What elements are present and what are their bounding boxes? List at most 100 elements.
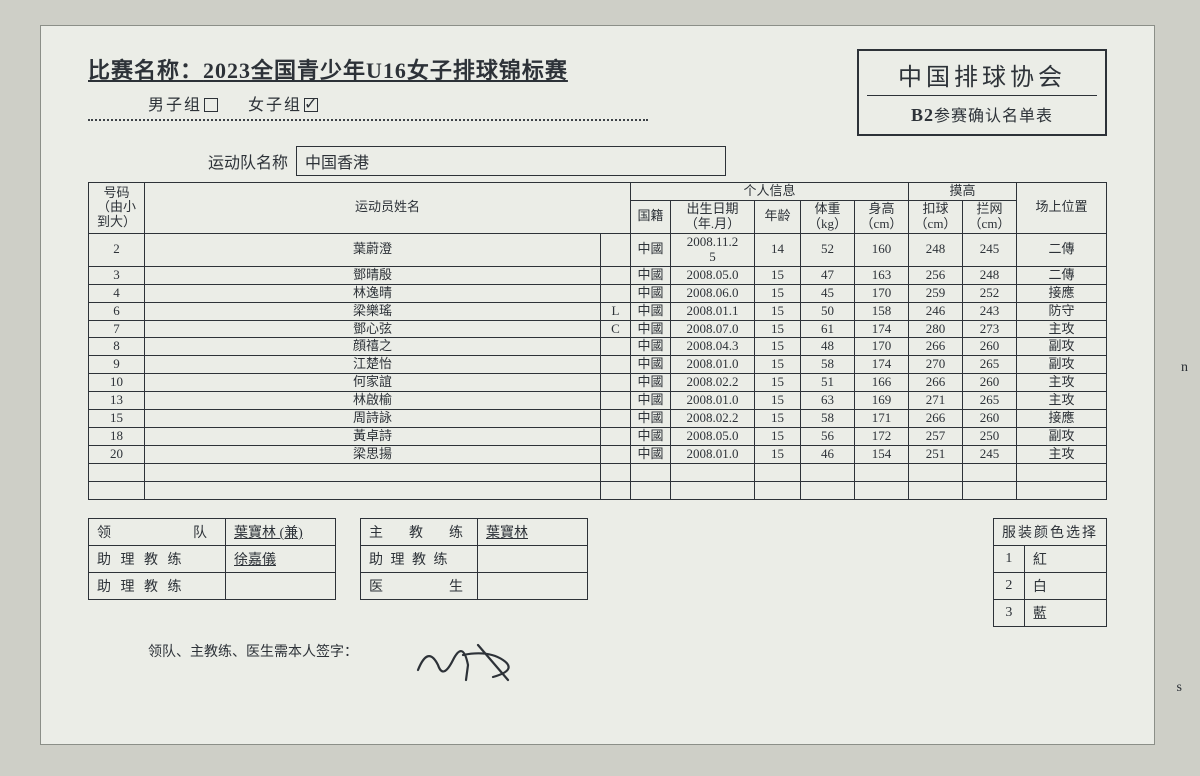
table-row: 13林啟榆中國2008.01.01563169271265主攻: [89, 392, 1107, 410]
signature-mark: [408, 635, 538, 690]
cell-name: 鄧心弦: [145, 320, 601, 338]
cell-blk: 265: [963, 392, 1017, 410]
cell-num: 20: [89, 446, 145, 464]
col-weight: 体重 （kg）: [801, 200, 855, 233]
cell-blk: 252: [963, 284, 1017, 302]
asst1-label: 助 理 教 练: [89, 546, 226, 573]
cell-ht: 158: [855, 302, 909, 320]
table-row: 7鄧心弦C中國2008.07.01561174280273主攻: [89, 320, 1107, 338]
cell-wt: 47: [801, 266, 855, 284]
cell-name: 鄧晴殷: [145, 266, 601, 284]
org-name: 中国排球协会: [867, 57, 1097, 96]
cell-spk: 259: [909, 284, 963, 302]
cell-age: 15: [755, 428, 801, 446]
cell-num: 10: [89, 374, 145, 392]
cell-role: [601, 266, 631, 284]
cell-age: 15: [755, 320, 801, 338]
cell-nat: 中國: [631, 302, 671, 320]
cell-ht: 170: [855, 284, 909, 302]
col-block: 拦网 （cm）: [963, 200, 1017, 233]
grp-personal: 个人信息: [631, 183, 909, 201]
cell-pos: 主攻: [1017, 374, 1107, 392]
cell-pos: 接應: [1017, 284, 1107, 302]
dotted-divider: [88, 119, 648, 121]
cell-dob: 2008.02.2: [671, 410, 755, 428]
male-label: 男子组: [148, 97, 202, 114]
bottom-row: 领 队 葉寶林 (兼) 助 理 教 练 徐嘉儀 助 理 教 练 主 教 练 葉寶…: [88, 518, 1107, 627]
cell-ht: 163: [855, 266, 909, 284]
table-row: 20梁思揚中國2008.01.01546154251245主攻: [89, 446, 1107, 464]
cell-wt: 58: [801, 410, 855, 428]
asst2-name: [226, 573, 336, 600]
cell-age: 15: [755, 284, 801, 302]
cell-wt: 52: [801, 233, 855, 266]
col-position: 场上位置: [1017, 183, 1107, 234]
cell-role: L: [601, 302, 631, 320]
cell-dob: 2008.06.0: [671, 284, 755, 302]
col-height: 身高 （cm）: [855, 200, 909, 233]
cell-pos: 副攻: [1017, 356, 1107, 374]
cell-dob: 2008.11.2 5: [671, 233, 755, 266]
cell-age: 15: [755, 446, 801, 464]
title-label: 比赛名称：: [88, 58, 203, 83]
cell-nat: 中國: [631, 410, 671, 428]
cell-pos: 主攻: [1017, 320, 1107, 338]
cell-blk: 250: [963, 428, 1017, 446]
cell-ht: 174: [855, 320, 909, 338]
cell-dob: 2008.04.3: [671, 338, 755, 356]
cell-role: C: [601, 320, 631, 338]
roster-table: 号码 （由小 到大） 运动员姓名 个人信息 摸高 场上位置 国籍 出生日期 （年…: [88, 182, 1107, 500]
cell-age: 15: [755, 392, 801, 410]
org-sub-text: 参赛确认名单表: [934, 108, 1053, 125]
cell-wt: 58: [801, 356, 855, 374]
uniform-num: 2: [994, 573, 1025, 600]
cell-wt: 61: [801, 320, 855, 338]
org-sub-prefix: B2: [911, 105, 934, 125]
cell-nat: 中國: [631, 338, 671, 356]
cell-nat: 中國: [631, 233, 671, 266]
doctor-label: 医 生: [361, 573, 478, 600]
cell-ht: 160: [855, 233, 909, 266]
cell-spk: 246: [909, 302, 963, 320]
cell-nat: 中國: [631, 446, 671, 464]
cell-age: 15: [755, 338, 801, 356]
cell-num: 13: [89, 392, 145, 410]
cell-blk: 273: [963, 320, 1017, 338]
cell-age: 15: [755, 266, 801, 284]
male-checkbox: [204, 98, 218, 112]
table-row: 4林逸晴中國2008.06.01545170259252接應: [89, 284, 1107, 302]
cell-pos: 副攻: [1017, 428, 1107, 446]
cell-dob: 2008.01.0: [671, 356, 755, 374]
cell-blk: 260: [963, 410, 1017, 428]
cell-role: [601, 374, 631, 392]
cell-num: 9: [89, 356, 145, 374]
cell-name: 何家誼: [145, 374, 601, 392]
cell-pos: 防守: [1017, 302, 1107, 320]
table-row: 10何家誼中國2008.02.21551166266260主攻: [89, 374, 1107, 392]
cell-age: 15: [755, 302, 801, 320]
col-number: 号码 （由小 到大）: [89, 183, 145, 234]
staff-box: 领 队 葉寶林 (兼) 助 理 教 练 徐嘉儀 助 理 教 练: [88, 518, 336, 600]
cell-role: [601, 446, 631, 464]
asst-coach-label: 助 理 教 练: [361, 546, 478, 573]
cell-spk: 256: [909, 266, 963, 284]
cell-spk: 248: [909, 233, 963, 266]
leader-label: 领 队: [89, 519, 226, 546]
female-checkbox: [304, 98, 318, 112]
asst-coach-name: [478, 546, 588, 573]
cell-role: [601, 392, 631, 410]
head-coach-label: 主 教 练: [361, 519, 478, 546]
cell-name: 黃卓詩: [145, 428, 601, 446]
cell-role: [601, 428, 631, 446]
uniform-header: 服装颜色选择: [994, 519, 1107, 546]
cell-age: 15: [755, 356, 801, 374]
cell-nat: 中國: [631, 266, 671, 284]
cell-name: 梁思揚: [145, 446, 601, 464]
form-page: 比赛名称：2023全国青少年U16女子排球锦标赛 男子组 女子组 中国排球协会 …: [40, 25, 1155, 745]
gender-row: 男子组 女子组: [148, 91, 839, 115]
cell-spk: 270: [909, 356, 963, 374]
header-row: 比赛名称：2023全国青少年U16女子排球锦标赛 男子组 女子组 中国排球协会 …: [88, 53, 1107, 136]
signature-label: 领队、主教练、医生需本人签字：: [148, 645, 358, 660]
cell-spk: 271: [909, 392, 963, 410]
cell-dob: 2008.01.1: [671, 302, 755, 320]
